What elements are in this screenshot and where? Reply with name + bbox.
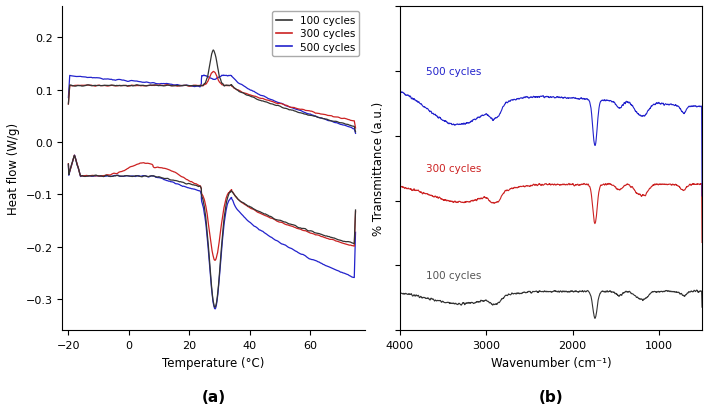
Text: (a): (a)	[201, 389, 225, 404]
Text: (b): (b)	[539, 389, 563, 404]
X-axis label: Temperature (°C): Temperature (°C)	[162, 356, 264, 369]
Text: 500 cycles: 500 cycles	[425, 67, 481, 77]
Legend: 100 cycles, 300 cycles, 500 cycles: 100 cycles, 300 cycles, 500 cycles	[272, 12, 359, 56]
Y-axis label: % Transmittance (a.u.): % Transmittance (a.u.)	[372, 102, 384, 236]
Y-axis label: Heat flow (W/g): Heat flow (W/g)	[7, 123, 20, 215]
Text: 300 cycles: 300 cycles	[425, 164, 481, 174]
X-axis label: Wavenumber (cm⁻¹): Wavenumber (cm⁻¹)	[491, 356, 611, 369]
Text: 100 cycles: 100 cycles	[425, 271, 481, 281]
